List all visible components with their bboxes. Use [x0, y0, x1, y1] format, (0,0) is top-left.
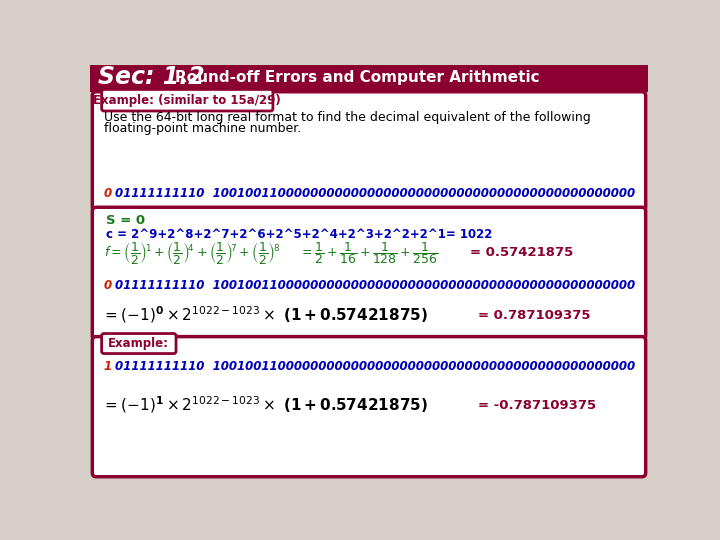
Text: Example:: Example:	[108, 337, 169, 350]
Text: S = 0: S = 0	[106, 214, 145, 227]
FancyBboxPatch shape	[102, 334, 176, 354]
FancyBboxPatch shape	[92, 336, 646, 477]
Text: Round-off Errors and Computer Arithmetic: Round-off Errors and Computer Arithmetic	[175, 70, 540, 85]
Text: = 0.787109375: = 0.787109375	[477, 308, 590, 321]
Text: $=(-1)^{\mathbf{0}}\times2^{1022-1023}\times\ \mathbf{(1+0.57421875)}$: $=(-1)^{\mathbf{0}}\times2^{1022-1023}\t…	[102, 305, 428, 326]
Text: floating-point machine number.: floating-point machine number.	[104, 122, 301, 135]
Text: = -0.787109375: = -0.787109375	[477, 399, 595, 411]
Text: $=(-1)^{\mathbf{1}}\times2^{1022-1023}\times\ \mathbf{(1+0.57421875)}$: $=(-1)^{\mathbf{1}}\times2^{1022-1023}\t…	[102, 395, 428, 415]
Text: Example: (similar to 15a/29): Example: (similar to 15a/29)	[93, 94, 281, 107]
Text: $=\dfrac{1}{2}+\dfrac{1}{16}+\dfrac{1}{128}+\dfrac{1}{256}$: $=\dfrac{1}{2}+\dfrac{1}{16}+\dfrac{1}{1…	[300, 240, 439, 266]
FancyBboxPatch shape	[92, 207, 646, 340]
Text: Use the 64-bit long real format to find the decimal equivalent of the following: Use the 64-bit long real format to find …	[104, 111, 590, 124]
FancyBboxPatch shape	[92, 92, 646, 211]
Text: 01111111110  1001001100000000000000000000000000000000000000000000: 01111111110 1001001100000000000000000000…	[114, 187, 635, 200]
Text: 0: 0	[104, 279, 112, 292]
FancyBboxPatch shape	[90, 63, 648, 92]
Text: 0: 0	[104, 187, 112, 200]
Text: = 0.57421875: = 0.57421875	[469, 246, 573, 259]
Text: 1: 1	[104, 360, 112, 373]
Text: 01111111110  1001001100000000000000000000000000000000000000000000: 01111111110 1001001100000000000000000000…	[114, 360, 635, 373]
Text: $f=\left(\dfrac{1}{2}\right)^{\!1}+\left(\dfrac{1}{2}\right)^{\!4}+\left(\dfrac{: $f=\left(\dfrac{1}{2}\right)^{\!1}+\left…	[104, 240, 280, 266]
FancyBboxPatch shape	[102, 90, 273, 111]
Text: 01111111110  1001001100000000000000000000000000000000000000000000: 01111111110 1001001100000000000000000000…	[114, 279, 635, 292]
Text: c = 2^9+2^8+2^7+2^6+2^5+2^4+2^3+2^2+2^1= 1022: c = 2^9+2^8+2^7+2^6+2^5+2^4+2^3+2^2+2^1=…	[106, 228, 492, 241]
Text: Sec: 1.2: Sec: 1.2	[98, 65, 204, 89]
